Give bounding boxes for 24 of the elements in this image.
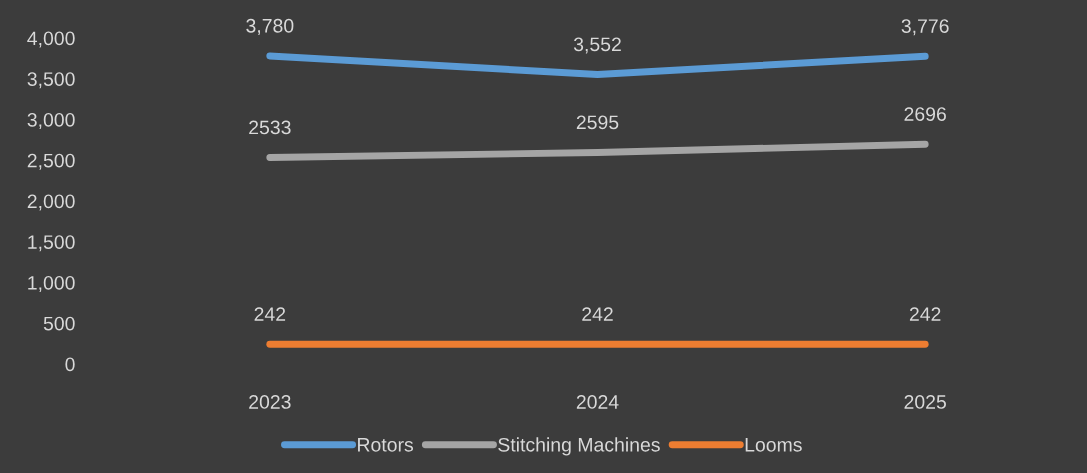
y-tick-label: 500 (43, 316, 75, 331)
x-tick-label: 2024 (576, 395, 619, 409)
x-tick-label: 2023 (249, 395, 291, 409)
legend-label: Stitching Machines (498, 437, 660, 456)
y-tick-label: 1,500 (28, 235, 75, 252)
y-tick-label: 2,000 (27, 194, 75, 211)
data-label: 242 (582, 307, 613, 321)
data-label: 2595 (576, 115, 619, 130)
data-label: 2533 (249, 120, 291, 135)
data-label: 3,776 (901, 19, 949, 36)
y-tick-label: 2,500 (27, 153, 75, 170)
y-tick-label: 3,000 (27, 112, 75, 130)
y-tick-label: 1,000 (28, 275, 75, 293)
y-tick-label: 3,500 (27, 72, 75, 89)
data-label: 3,552 (573, 37, 621, 54)
data-label: 2696 (904, 107, 946, 121)
legend-label: Rotors (358, 438, 414, 452)
data-label: 3,780 (246, 18, 294, 35)
x-tick-label: 2025 (904, 395, 946, 409)
y-tick-label: 0 (65, 357, 75, 372)
data-label: 242 (909, 307, 941, 321)
legend-label: Looms (745, 438, 802, 452)
y-tick-label: 4,000 (27, 31, 75, 48)
data-label: 242 (254, 307, 286, 321)
